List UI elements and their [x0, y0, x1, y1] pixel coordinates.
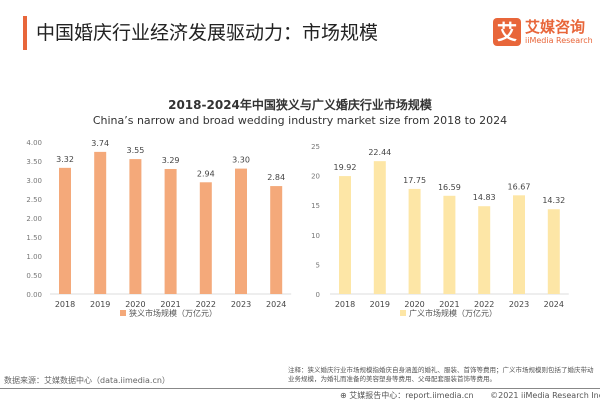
y-tick-label: 1.50	[26, 234, 42, 242]
bar	[443, 195, 456, 294]
y-tick-label: 1.00	[26, 253, 42, 261]
bar	[59, 167, 71, 294]
legend-label: 广义市场规模（万亿元）	[409, 308, 497, 318]
data-label: 19.92	[334, 163, 357, 172]
bar	[235, 168, 247, 294]
bar	[164, 168, 177, 294]
x-tick-label: 2018	[55, 300, 75, 309]
data-label: 17.75	[403, 176, 426, 185]
x-tick-label: 2021	[439, 300, 459, 309]
y-tick-label: 2.00	[26, 215, 42, 223]
footer: ⊕ 艾媒报告中心：report.iimedia.cn ©2021 iiMedia…	[340, 390, 600, 401]
chart-title: 2018-2024年中国狭义与广义婚庆行业市场规模	[168, 98, 432, 112]
data-label: 3.29	[162, 156, 180, 165]
bar	[513, 195, 525, 294]
title-accent-bar	[23, 16, 27, 50]
bar	[547, 209, 560, 294]
bar	[199, 182, 212, 294]
data-label: 22.44	[368, 148, 391, 157]
data-label: 3.55	[126, 146, 144, 155]
bar	[373, 161, 386, 294]
y-tick-label: 0	[316, 291, 320, 299]
copyright: ©2021 iiMedia Research Inc	[490, 391, 600, 400]
data-label: 16.67	[508, 182, 531, 191]
bar	[270, 186, 283, 294]
bar	[339, 176, 351, 294]
y-tick-label: 5	[316, 261, 320, 269]
data-label: 16.59	[438, 183, 461, 192]
legend-swatch	[120, 310, 126, 316]
y-tick-label: 10	[311, 232, 320, 240]
y-tick-label: 15	[311, 202, 320, 210]
x-tick-label: 2023	[509, 300, 529, 309]
logo-subtext: iiMedia Research	[525, 36, 593, 45]
x-tick-label: 2022	[196, 300, 216, 309]
y-tick-label: 3.00	[26, 177, 42, 185]
bar	[408, 188, 421, 294]
x-tick-label: 2024	[266, 300, 286, 309]
data-label: 2.94	[197, 169, 215, 178]
logo-icon: 艾	[493, 18, 521, 46]
x-tick-label: 2019	[90, 300, 110, 309]
legend-swatch	[400, 310, 406, 316]
data-label: 3.74	[91, 139, 109, 148]
x-tick-label: 2023	[231, 300, 251, 309]
data-label: 14.83	[473, 193, 496, 202]
page-title: 中国婚庆行业经济发展驱动力：市场规模	[36, 22, 379, 44]
data-label: 3.32	[56, 155, 74, 164]
footer-divider	[0, 388, 600, 389]
x-tick-label: 2020	[404, 300, 424, 309]
x-tick-label: 2021	[160, 300, 180, 309]
x-tick-label: 2018	[335, 300, 355, 309]
footnote: 注释：狭义婚庆行业市场规模指婚庆自身涵盖的婚礼、服装、首饰等费用；广义市场规模则…	[288, 366, 594, 383]
y-tick-label: 4.00	[26, 139, 42, 147]
y-tick-label: 0.00	[26, 291, 42, 299]
chart-subtitle: China’s narrow and broad wedding industr…	[92, 114, 508, 127]
report-center-icon: ⊕	[340, 391, 350, 400]
report-link[interactable]: 艾媒报告中心：report.iimedia.cn	[349, 391, 474, 400]
x-tick-label: 2022	[474, 300, 494, 309]
data-label: 3.30	[232, 156, 250, 165]
y-tick-label: 0.50	[26, 272, 42, 280]
y-tick-label: 25	[311, 143, 320, 151]
y-tick-label: 20	[311, 173, 320, 181]
data-source: 数据来源：艾媒数据中心（data.iimedia.cn）	[4, 376, 170, 385]
y-tick-label: 2.50	[26, 196, 42, 204]
legend-label: 狭义市场规模（万亿元）	[129, 308, 217, 318]
bar	[94, 151, 107, 294]
data-label: 14.32	[542, 196, 565, 205]
x-tick-label: 2019	[370, 300, 390, 309]
x-tick-label: 2020	[125, 300, 145, 309]
y-tick-label: 3.50	[26, 158, 42, 166]
bar	[129, 159, 142, 294]
data-label: 2.84	[267, 173, 285, 182]
bar	[478, 206, 491, 294]
x-tick-label: 2024	[544, 300, 564, 309]
logo-text: 艾媒咨询	[525, 18, 586, 36]
